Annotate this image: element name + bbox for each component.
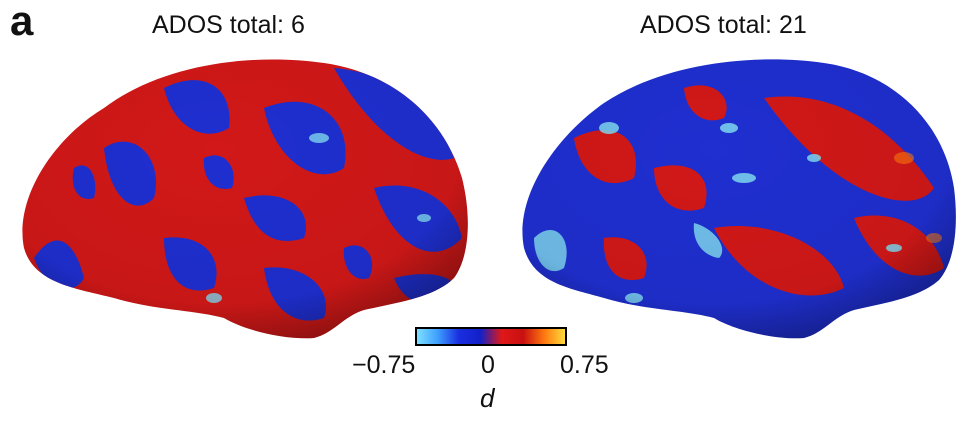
- panel-label: a: [10, 0, 34, 44]
- colorbar: [415, 327, 567, 346]
- brain-surface-left: [22, 59, 468, 339]
- colorbar-max-label: 0.75: [560, 351, 609, 379]
- colorbar-label: d: [480, 383, 495, 413]
- brain-right-title: ADOS total: 21: [640, 11, 807, 39]
- colorbar-min-label: −0.75: [352, 351, 416, 379]
- colorbar-mid-label: 0: [481, 351, 495, 379]
- brain-left-title: ADOS total: 6: [152, 11, 305, 39]
- brain-surface-right: [522, 59, 956, 339]
- colorbar-fill: [415, 327, 567, 346]
